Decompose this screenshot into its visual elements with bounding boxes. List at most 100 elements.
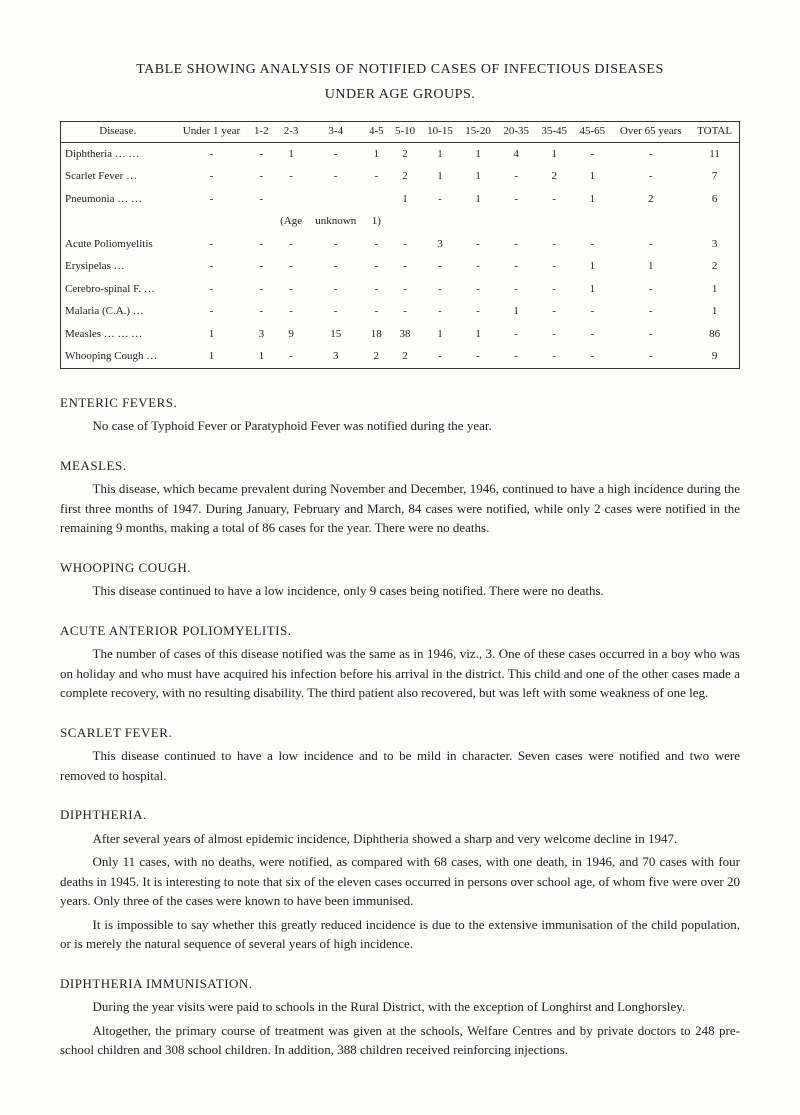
- value-cell: [497, 210, 535, 233]
- value-cell: -: [611, 278, 690, 301]
- value-cell: -: [535, 188, 573, 211]
- diphimm-text-1: During the year visits were paid to scho…: [60, 997, 740, 1017]
- value-cell: 1: [459, 188, 497, 211]
- table-row: (Ageunknown1): [61, 210, 740, 233]
- value-cell: 18: [363, 323, 389, 346]
- value-cell: -: [497, 323, 535, 346]
- value-cell: 1: [573, 188, 611, 211]
- scarlet-text: This disease continued to have a low inc…: [60, 746, 740, 785]
- value-cell: -: [274, 165, 308, 188]
- col-20-35: 20-35: [497, 122, 535, 142]
- value-cell: -: [535, 300, 573, 323]
- value-cell: -: [421, 300, 459, 323]
- disease-cell: Diphtheria … …: [61, 142, 175, 165]
- value-cell: -: [459, 345, 497, 368]
- value-cell: 2: [389, 345, 421, 368]
- diphtheria-text-1: After several years of almost epidemic i…: [60, 829, 740, 849]
- disease-cell: Whooping Cough …: [61, 345, 175, 368]
- value-cell: 9: [690, 345, 739, 368]
- value-cell: [249, 210, 275, 233]
- value-cell: 1: [690, 278, 739, 301]
- value-cell: 1: [421, 142, 459, 165]
- value-cell: -: [274, 300, 308, 323]
- table-row: Acute Poliomyelitis------3-----3: [61, 233, 740, 256]
- value-cell: 15: [308, 323, 363, 346]
- value-cell: -: [363, 255, 389, 278]
- value-cell: 6: [690, 188, 739, 211]
- value-cell: 3: [308, 345, 363, 368]
- value-cell: 1: [363, 142, 389, 165]
- col-15-20: 15-20: [459, 122, 497, 142]
- value-cell: 1: [421, 323, 459, 346]
- diphtheria-text-2: Only 11 cases, with no deaths, were noti…: [60, 852, 740, 911]
- value-cell: -: [573, 323, 611, 346]
- value-cell: -: [389, 255, 421, 278]
- value-cell: -: [308, 278, 363, 301]
- col-1-2: 1-2: [249, 122, 275, 142]
- col-4-5: 4-5: [363, 122, 389, 142]
- value-cell: 3: [690, 233, 739, 256]
- value-cell: -: [363, 300, 389, 323]
- col-disease: Disease.: [61, 122, 175, 142]
- enteric-text: No case of Typhoid Fever or Paratyphoid …: [60, 416, 740, 436]
- value-cell: -: [249, 300, 275, 323]
- page-title-1: TABLE SHOWING ANALYSIS OF NOTIFIED CASES…: [60, 59, 740, 80]
- diphimm-text-2: Altogether, the primary course of treatm…: [60, 1021, 740, 1060]
- value-cell: -: [535, 323, 573, 346]
- col-over65: Over 65 years: [611, 122, 690, 142]
- value-cell: 9: [274, 323, 308, 346]
- value-cell: -: [175, 300, 249, 323]
- table-row: Malaria (C.A.) …--------1---1: [61, 300, 740, 323]
- value-cell: 1: [274, 142, 308, 165]
- value-cell: -: [274, 255, 308, 278]
- disease-cell: Cerebro-spinal F. …: [61, 278, 175, 301]
- value-cell: -: [497, 278, 535, 301]
- polio-heading: ACUTE ANTERIOR POLIOMYELITIS.: [60, 621, 740, 641]
- enteric-heading: ENTERIC FEVERS.: [60, 393, 740, 413]
- value-cell: -: [308, 300, 363, 323]
- table-header-row: Disease. Under 1 year 1-2 2-3 3-4 4-5 5-…: [61, 122, 740, 142]
- value-cell: 7: [690, 165, 739, 188]
- value-cell: 2: [389, 142, 421, 165]
- table-row: Erysipelas …----------112: [61, 255, 740, 278]
- value-cell: -: [308, 142, 363, 165]
- value-cell: -: [274, 233, 308, 256]
- value-cell: [459, 210, 497, 233]
- value-cell: -: [389, 233, 421, 256]
- value-cell: -: [274, 278, 308, 301]
- value-cell: [389, 210, 421, 233]
- col-3-4: 3-4: [308, 122, 363, 142]
- value-cell: -: [611, 300, 690, 323]
- whooping-text: This disease continued to have a low inc…: [60, 581, 740, 601]
- value-cell: 1: [175, 345, 249, 368]
- measles-text: This disease, which became prevalent dur…: [60, 479, 740, 538]
- value-cell: [175, 210, 249, 233]
- value-cell: -: [611, 165, 690, 188]
- value-cell: -: [421, 255, 459, 278]
- disease-cell: Acute Poliomyelitis: [61, 233, 175, 256]
- value-cell: -: [249, 188, 275, 211]
- value-cell: 2: [389, 165, 421, 188]
- value-cell: -: [573, 300, 611, 323]
- value-cell: -: [497, 233, 535, 256]
- value-cell: 1): [363, 210, 389, 233]
- disease-cell: Malaria (C.A.) …: [61, 300, 175, 323]
- col-under1: Under 1 year: [175, 122, 249, 142]
- diphtheria-text-3: It is impossible to say whether this gre…: [60, 915, 740, 954]
- scarlet-heading: SCARLET FEVER.: [60, 723, 740, 743]
- value-cell: 1: [459, 165, 497, 188]
- value-cell: 1: [497, 300, 535, 323]
- table-row: Cerebro-spinal F. …----------1-1: [61, 278, 740, 301]
- page-title-2: UNDER AGE GROUPS.: [60, 84, 740, 105]
- col-total: TOTAL: [690, 122, 739, 142]
- value-cell: -: [611, 233, 690, 256]
- table-row: Pneumonia … …--1-1--126: [61, 188, 740, 211]
- table-row: Whooping Cough …11-322------9: [61, 345, 740, 368]
- value-cell: -: [175, 142, 249, 165]
- polio-text: The number of cases of this disease noti…: [60, 644, 740, 703]
- value-cell: 2: [611, 188, 690, 211]
- value-cell: [308, 188, 363, 211]
- value-cell: 1: [573, 278, 611, 301]
- value-cell: -: [175, 188, 249, 211]
- value-cell: -: [249, 233, 275, 256]
